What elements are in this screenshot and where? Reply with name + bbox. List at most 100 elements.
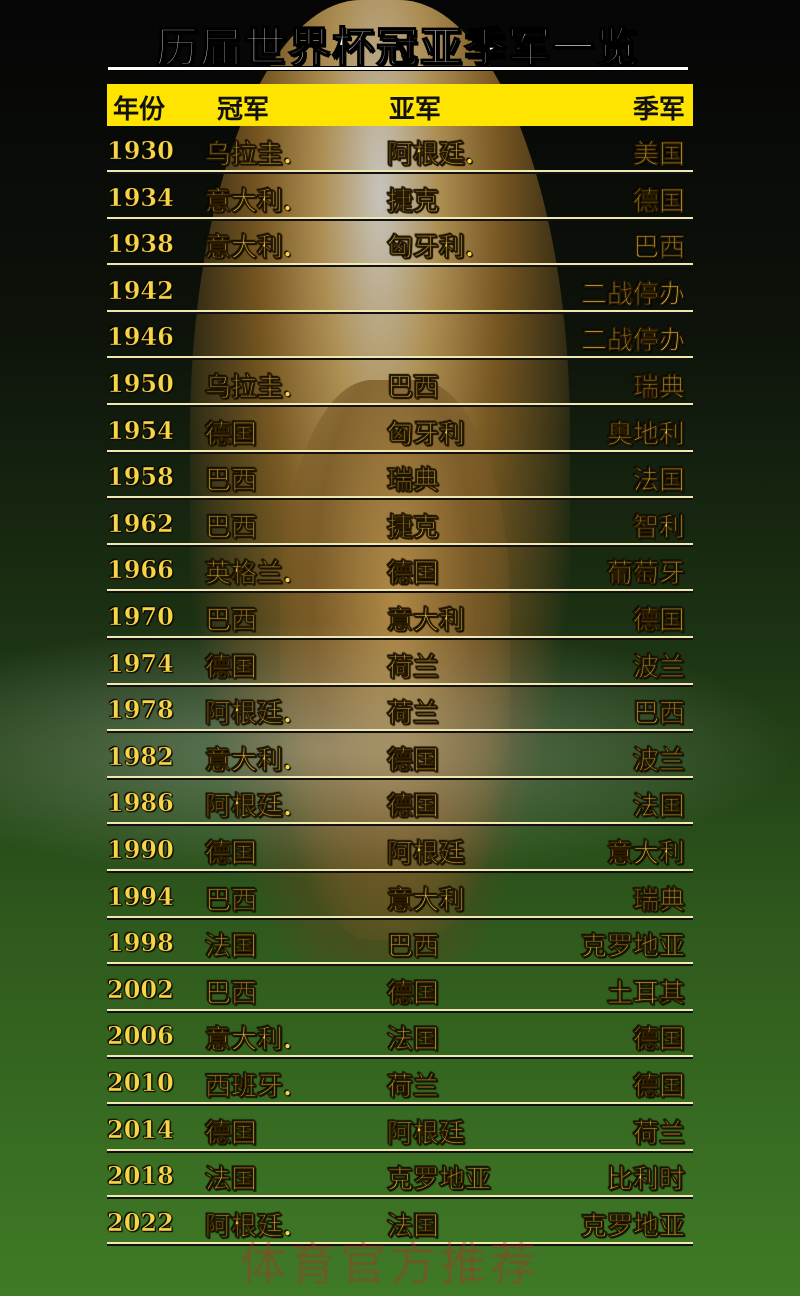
champion-cell: 乌拉圭. bbox=[205, 373, 293, 404]
champion-cell: 巴西 bbox=[205, 885, 258, 916]
year-cell: 1954 bbox=[107, 415, 174, 445]
trophy-base-background bbox=[280, 380, 510, 940]
third-place-cell: 葡萄牙 bbox=[606, 559, 686, 590]
table-row: 1930 乌拉圭. 阿根廷. 美国 bbox=[107, 130, 693, 176]
year-cell: 1930 bbox=[107, 136, 174, 166]
year-cell: 1974 bbox=[107, 648, 174, 678]
table-row: 1942 二战停办 bbox=[107, 270, 693, 316]
year-cell: 1966 bbox=[107, 555, 174, 585]
row-divider bbox=[107, 170, 693, 174]
row-divider bbox=[107, 869, 693, 873]
row-divider bbox=[107, 216, 693, 221]
row-divider bbox=[107, 542, 693, 547]
table-row: 2002 巴西 德国 土耳其 bbox=[107, 969, 693, 1015]
third-place-cell: 德国 bbox=[632, 606, 686, 637]
row-divider bbox=[107, 1102, 693, 1106]
table-row: 1974 德国 荷兰 波兰 bbox=[107, 643, 693, 689]
runner-up-cell: 法国 bbox=[387, 1025, 440, 1056]
champion-cell: 意大利. bbox=[205, 745, 293, 776]
table-row: 1986 阿根廷. 德国 法国 bbox=[107, 782, 693, 828]
champion-cell: 阿根廷. bbox=[205, 1211, 293, 1242]
year-cell: 2002 bbox=[107, 974, 174, 1004]
row-divider bbox=[107, 915, 693, 920]
table-row: 1934 意大利. 捷克 德国 bbox=[107, 177, 693, 223]
runner-up-cell: 瑞典 bbox=[387, 466, 440, 497]
year-cell: 1982 bbox=[107, 741, 174, 771]
runner-up-cell: 捷克 bbox=[387, 186, 440, 217]
third-place-cell: 巴西 bbox=[632, 699, 686, 730]
champion-cell: 英格兰. bbox=[205, 559, 293, 590]
champion-cell: 意大利. bbox=[205, 1025, 293, 1056]
year-cell: 1990 bbox=[107, 835, 174, 865]
runner-up-cell: 阿根廷 bbox=[387, 1118, 466, 1149]
runner-up-cell: 法国 bbox=[387, 1211, 440, 1242]
champion-cell: 德国 bbox=[205, 652, 258, 683]
champion-cell: 德国 bbox=[205, 1118, 258, 1149]
champion-cell: 巴西 bbox=[205, 978, 258, 1009]
third-place-cell: 德国 bbox=[632, 1072, 686, 1103]
third-place-cell: 美国 bbox=[632, 140, 686, 171]
row-divider bbox=[107, 1195, 693, 1200]
year-cell: 1978 bbox=[107, 695, 174, 725]
header-third: 季军 bbox=[632, 95, 685, 125]
table-row: 2018 法国 克罗地亚 比利时 bbox=[107, 1155, 693, 1201]
runner-up-cell: 巴西 bbox=[387, 373, 440, 404]
runner-up-cell: 德国 bbox=[387, 978, 440, 1009]
year-cell: 1946 bbox=[107, 322, 174, 352]
table-row: 1970 巴西 意大利 德国 bbox=[107, 596, 693, 642]
third-place-cell: 智利 bbox=[632, 512, 686, 543]
row-divider bbox=[107, 356, 693, 361]
table-row: 1938 意大利. 匈牙利. 巴西 bbox=[107, 223, 693, 269]
row-divider bbox=[107, 729, 693, 734]
header-year: 年份 bbox=[113, 95, 166, 125]
year-cell: 1938 bbox=[107, 229, 174, 259]
table-row: 1982 意大利. 德国 波兰 bbox=[107, 736, 693, 782]
champion-cell: 法国 bbox=[205, 1165, 258, 1196]
runner-up-cell: 匈牙利 bbox=[387, 419, 466, 450]
table-row: 1946 二战停办 bbox=[107, 316, 693, 362]
table-row: 1994 巴西 意大利 瑞典 bbox=[107, 876, 693, 922]
third-place-cell: 奥地利 bbox=[606, 419, 686, 450]
year-cell: 1962 bbox=[107, 508, 174, 538]
runner-up-cell: 荷兰 bbox=[387, 652, 440, 683]
champion-cell: 乌拉圭. bbox=[205, 140, 293, 171]
third-place-cell: 意大利 bbox=[606, 839, 686, 870]
table-row: 1966 英格兰. 德国 葡萄牙 bbox=[107, 549, 693, 595]
row-divider bbox=[107, 403, 693, 407]
third-place-cell: 波兰 bbox=[632, 745, 686, 776]
year-cell: 1970 bbox=[107, 602, 174, 632]
row-divider bbox=[107, 1241, 693, 1246]
third-place-cell: 法国 bbox=[632, 792, 686, 823]
row-divider bbox=[107, 589, 693, 594]
third-place-cell: 瑞典 bbox=[632, 885, 686, 916]
table-row: 1958 巴西 瑞典 法国 bbox=[107, 456, 693, 502]
table-row: 1950 乌拉圭. 巴西 瑞典 bbox=[107, 363, 693, 409]
champion-cell: 意大利. bbox=[205, 233, 293, 264]
year-cell: 1942 bbox=[107, 275, 174, 305]
runner-up-cell: 荷兰 bbox=[387, 699, 440, 730]
runner-up-cell: 意大利 bbox=[387, 885, 466, 916]
page-title: 历届世界杯冠亚季军一览 bbox=[155, 22, 640, 73]
runner-up-cell: 荷兰 bbox=[387, 1072, 440, 1103]
third-place-cell: 法国 bbox=[632, 466, 686, 497]
table-header: 年份 冠军 亚军 季军 bbox=[107, 84, 693, 126]
header-runner-up: 亚军 bbox=[389, 95, 442, 125]
row-divider bbox=[107, 775, 693, 780]
year-cell: 2014 bbox=[107, 1114, 174, 1144]
runner-up-cell: 捷克 bbox=[387, 512, 440, 543]
year-cell: 1986 bbox=[107, 788, 174, 818]
table-row: 1978 阿根廷. 荷兰 巴西 bbox=[107, 689, 693, 735]
row-divider bbox=[107, 309, 693, 314]
champion-cell: 德国 bbox=[205, 839, 258, 870]
champion-cell: 阿根廷. bbox=[205, 792, 293, 823]
row-divider bbox=[107, 1055, 693, 1060]
row-divider bbox=[107, 449, 693, 454]
champion-cell: 意大利. bbox=[205, 186, 293, 217]
runner-up-cell: 德国 bbox=[387, 792, 440, 823]
year-cell: 1958 bbox=[107, 462, 174, 492]
champion-cell: 阿根廷. bbox=[205, 699, 293, 730]
champion-cell: 巴西 bbox=[205, 512, 258, 543]
runner-up-cell: 德国 bbox=[387, 745, 440, 776]
table-row: 2006 意大利. 法国 德国 bbox=[107, 1015, 693, 1061]
year-cell: 1934 bbox=[107, 182, 174, 212]
